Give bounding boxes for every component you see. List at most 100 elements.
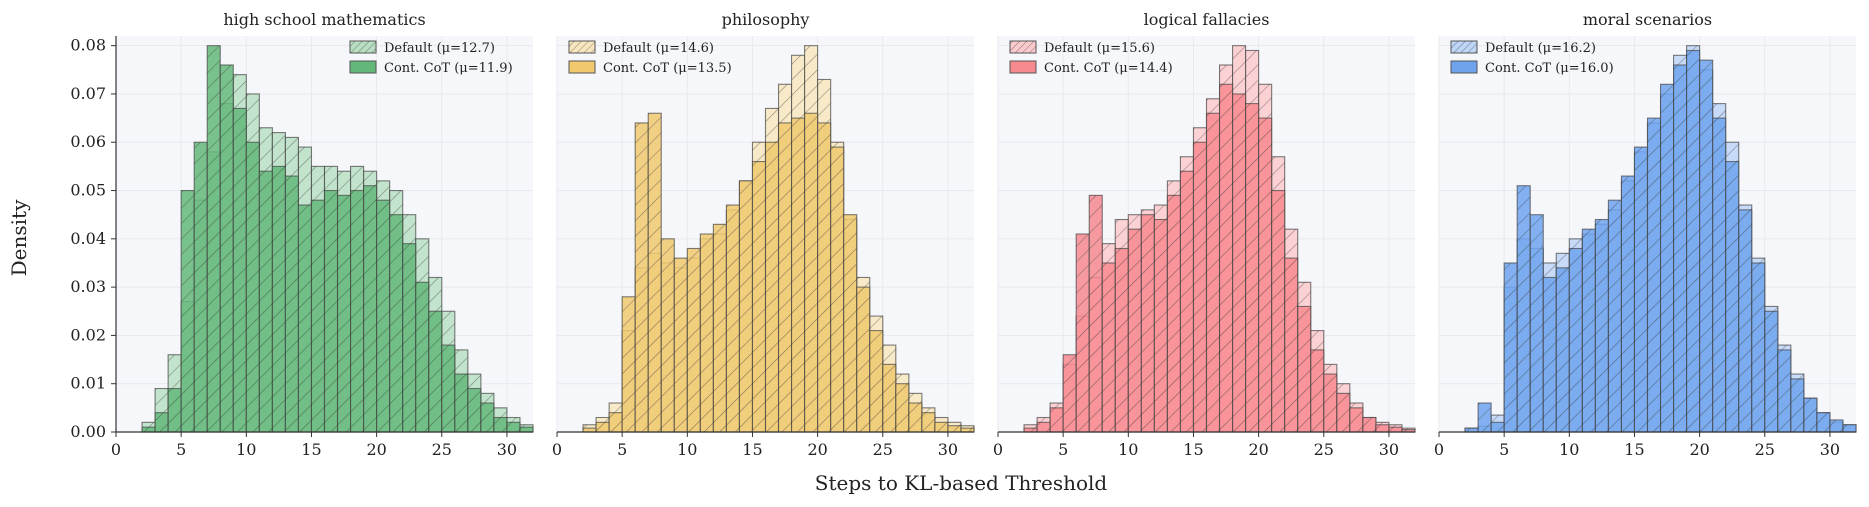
cot-bar-hatch bbox=[1401, 429, 1415, 432]
cot-bar-hatch bbox=[1375, 424, 1389, 432]
cot-bar-hatch bbox=[609, 412, 623, 432]
cot-bar-hatch bbox=[713, 224, 727, 432]
x-tick-label: 20 bbox=[1248, 440, 1268, 459]
cot-bar-hatch bbox=[1167, 195, 1181, 432]
cot-bar-hatch bbox=[1063, 354, 1077, 432]
cot-bar-hatch bbox=[207, 45, 221, 432]
cot-bar-hatch bbox=[1530, 214, 1544, 432]
x-tick-label: 5 bbox=[1499, 440, 1509, 459]
cot-bar-hatch bbox=[194, 142, 208, 432]
cot-bar-hatch bbox=[1777, 349, 1791, 432]
x-tick-label: 20 bbox=[807, 440, 827, 459]
cot-bar-hatch bbox=[635, 122, 649, 433]
cot-bar-hatch bbox=[1141, 214, 1155, 432]
x-tick-label: 10 bbox=[1559, 440, 1579, 459]
cot-bar-hatch bbox=[1582, 229, 1596, 432]
cot-bar-hatch bbox=[1478, 403, 1492, 432]
cot-bar-hatch bbox=[155, 412, 169, 432]
x-tick-label: 5 bbox=[1058, 440, 1068, 459]
cot-bar-hatch bbox=[467, 388, 481, 432]
y-tick-label: 0.00 bbox=[70, 422, 106, 441]
cot-bar-hatch bbox=[1102, 262, 1116, 432]
cot-bar-hatch bbox=[674, 258, 688, 432]
legend-entry: Default (μ=14.6) bbox=[603, 41, 714, 56]
x-tick-label: 5 bbox=[617, 440, 627, 459]
panel-title: moral scenarios bbox=[1583, 10, 1712, 29]
cot-bar-hatch bbox=[272, 166, 286, 432]
cot-bar-hatch bbox=[1764, 311, 1778, 432]
cot-bar-hatch bbox=[882, 364, 896, 432]
cot-bar-hatch bbox=[1569, 248, 1583, 432]
cot-bar-hatch bbox=[142, 427, 156, 432]
cot-bar-hatch bbox=[843, 214, 857, 432]
cot-bar-hatch bbox=[960, 428, 974, 432]
cot-bar-hatch bbox=[700, 234, 714, 432]
cot-bar-hatch bbox=[1323, 374, 1337, 432]
cot-bar-hatch bbox=[350, 190, 364, 432]
cot-bar-hatch bbox=[402, 243, 416, 432]
x-tick-label: 15 bbox=[301, 440, 321, 459]
cot-bar-hatch bbox=[1712, 118, 1726, 432]
cot-bar-hatch bbox=[298, 205, 312, 432]
x-axis-label: Steps to KL-based Threshold bbox=[815, 471, 1108, 495]
x-tick-label: 15 bbox=[1183, 440, 1203, 459]
cot-bar-hatch bbox=[1660, 84, 1674, 432]
cot-bar-hatch bbox=[1076, 234, 1090, 432]
cot-bar-hatch bbox=[791, 118, 805, 432]
cot-bar-hatch bbox=[441, 345, 455, 432]
cot-bar-hatch bbox=[687, 248, 701, 432]
y-tick-label: 0.03 bbox=[70, 277, 106, 296]
legend-swatch-hatch bbox=[1451, 41, 1477, 53]
legend-entry: Default (μ=15.6) bbox=[1044, 41, 1155, 56]
cot-bar-hatch bbox=[661, 238, 675, 432]
cot-bar-hatch bbox=[220, 64, 234, 432]
x-tick-label: 25 bbox=[432, 440, 452, 459]
cot-bar-hatch bbox=[895, 383, 909, 432]
cot-bar-hatch bbox=[1790, 378, 1804, 432]
cot-bar-hatch bbox=[1595, 219, 1609, 432]
cot-bar-hatch bbox=[1037, 422, 1051, 432]
cot-bar-hatch bbox=[1115, 248, 1129, 432]
cot-bar-hatch bbox=[363, 185, 377, 432]
cot-bar-hatch bbox=[1388, 427, 1402, 432]
cot-bar-hatch bbox=[454, 374, 468, 432]
cot-bar-hatch bbox=[1608, 200, 1622, 432]
cot-bar-hatch bbox=[804, 113, 818, 432]
cot-bar-hatch bbox=[1219, 84, 1233, 432]
cot-bar-hatch bbox=[1154, 219, 1168, 432]
x-tick-label: 0 bbox=[1434, 440, 1444, 459]
cot-bar-hatch bbox=[596, 422, 610, 432]
cot-bar-hatch bbox=[324, 190, 338, 432]
panels-group: 0 5 10 15 20 25 30 0.00 0.01 0.02 0.03 0.04 0.05 0.06… bbox=[70, 10, 1857, 459]
x-tick-label: 25 bbox=[873, 440, 893, 459]
cot-bar-hatch bbox=[856, 287, 870, 432]
cot-bar-hatch bbox=[1284, 258, 1298, 432]
cot-bar-hatch bbox=[389, 214, 403, 432]
panel-title: high school mathematics bbox=[223, 10, 425, 29]
cot-bar-hatch bbox=[1673, 64, 1687, 432]
cot-bar-hatch bbox=[1816, 412, 1830, 432]
x-tick-label: 20 bbox=[366, 440, 386, 459]
cot-bar-hatch bbox=[1556, 267, 1570, 432]
x-tick-label: 10 bbox=[1118, 440, 1138, 459]
cot-bar-hatch bbox=[259, 171, 273, 432]
cot-bar-hatch bbox=[830, 147, 844, 432]
cot-bar-hatch bbox=[739, 180, 753, 432]
cot-bar-hatch bbox=[1829, 419, 1843, 432]
cot-bar-hatch bbox=[934, 422, 948, 432]
panel-3: 0 5 10 15 20 25 30 logical fallacies Default (μ=… bbox=[993, 10, 1416, 459]
cot-bar-hatch bbox=[1543, 277, 1557, 432]
x-tick-label: 25 bbox=[1755, 440, 1775, 459]
x-tick-label: 30 bbox=[497, 440, 517, 459]
legend-swatch bbox=[1009, 60, 1037, 74]
cot-bar-hatch bbox=[506, 422, 520, 432]
y-tick-label: 0.07 bbox=[70, 84, 106, 103]
cot-bar-hatch bbox=[947, 425, 961, 432]
x-tick-label: 0 bbox=[552, 440, 562, 459]
cot-bar-hatch bbox=[337, 195, 351, 432]
panel-1: 0 5 10 15 20 25 30 0.00 0.01 0.02 0.03 0.04 0.05 0.06… bbox=[70, 10, 534, 459]
legend-swatch bbox=[349, 60, 377, 74]
cot-bar-hatch bbox=[1517, 185, 1531, 432]
cot-bar-hatch bbox=[817, 122, 831, 433]
x-tick-label: 20 bbox=[1689, 440, 1709, 459]
